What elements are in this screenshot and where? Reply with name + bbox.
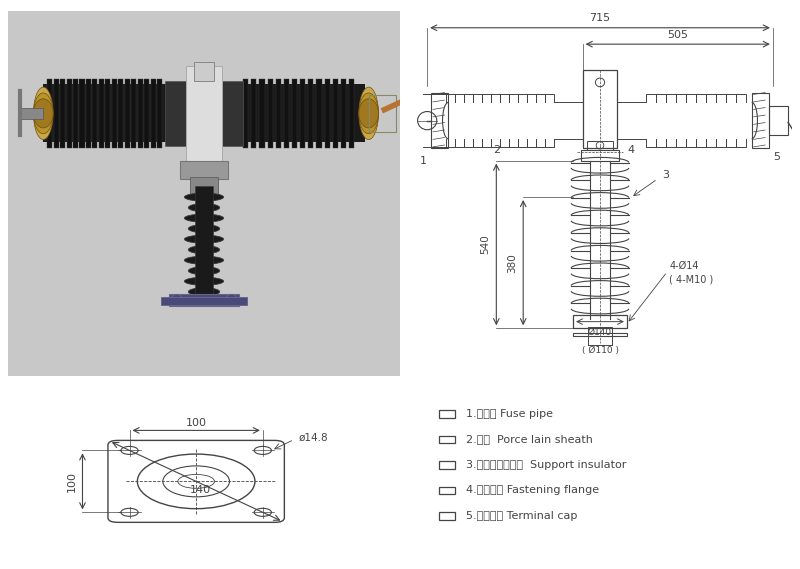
- Ellipse shape: [359, 99, 378, 128]
- Bar: [106, 79, 110, 148]
- Ellipse shape: [184, 214, 224, 222]
- Bar: [268, 79, 273, 148]
- Text: 5: 5: [773, 152, 780, 162]
- Bar: [752, 93, 769, 148]
- Ellipse shape: [184, 256, 224, 264]
- Bar: [573, 332, 627, 336]
- Text: 540: 540: [481, 234, 490, 254]
- Bar: [586, 141, 614, 150]
- Bar: [251, 79, 257, 148]
- Text: 100: 100: [66, 471, 77, 492]
- Text: 1.燕体管 Fuse pipe: 1.燕体管 Fuse pipe: [466, 409, 553, 419]
- Bar: [157, 79, 162, 148]
- Bar: [308, 79, 314, 148]
- Bar: [284, 79, 289, 148]
- Bar: [125, 79, 130, 148]
- Bar: [317, 79, 322, 148]
- Ellipse shape: [359, 93, 378, 134]
- Text: 3.棒式支柱绸缘子  Support insulator: 3.棒式支柱绸缘子 Support insulator: [466, 460, 626, 470]
- Ellipse shape: [188, 246, 220, 254]
- Bar: [131, 79, 136, 148]
- Bar: [43, 84, 365, 142]
- Ellipse shape: [184, 193, 224, 201]
- Text: ø14.8: ø14.8: [298, 432, 328, 443]
- Bar: [181, 160, 227, 179]
- Bar: [118, 79, 123, 148]
- Ellipse shape: [184, 277, 224, 285]
- Bar: [276, 79, 281, 148]
- Ellipse shape: [34, 93, 53, 134]
- Ellipse shape: [184, 235, 224, 243]
- Bar: [66, 79, 72, 148]
- Text: 715: 715: [590, 14, 610, 23]
- Bar: [194, 63, 214, 81]
- Text: 100: 100: [186, 418, 206, 428]
- Text: 3: 3: [662, 170, 669, 180]
- Bar: [259, 79, 265, 148]
- Bar: [438, 461, 455, 469]
- Bar: [165, 81, 243, 146]
- Text: 4.紧固法兰 Fastening flange: 4.紧固法兰 Fastening flange: [466, 485, 598, 496]
- Bar: [20, 108, 43, 119]
- Bar: [573, 315, 627, 328]
- Bar: [60, 79, 66, 148]
- Bar: [161, 297, 247, 304]
- Text: 4-Ø14: 4-Ø14: [669, 261, 698, 271]
- Ellipse shape: [188, 288, 220, 296]
- Circle shape: [170, 294, 182, 305]
- Bar: [150, 79, 155, 148]
- Bar: [112, 79, 117, 148]
- Bar: [369, 95, 396, 131]
- Ellipse shape: [188, 204, 220, 212]
- Ellipse shape: [359, 87, 378, 139]
- Text: 140: 140: [190, 485, 210, 496]
- Bar: [99, 79, 104, 148]
- Bar: [300, 79, 306, 148]
- Text: Ø140: Ø140: [588, 328, 612, 336]
- Bar: [438, 512, 455, 520]
- Ellipse shape: [188, 267, 220, 275]
- Bar: [190, 177, 218, 197]
- Text: ( Ø110 ): ( Ø110 ): [582, 347, 618, 356]
- Text: 5.接线端帽 Terminal cap: 5.接线端帽 Terminal cap: [466, 511, 577, 521]
- Bar: [292, 79, 297, 148]
- Bar: [438, 486, 455, 494]
- Bar: [138, 79, 142, 148]
- Text: 2: 2: [493, 145, 500, 155]
- Bar: [438, 410, 455, 418]
- Bar: [333, 79, 338, 148]
- Bar: [169, 294, 239, 306]
- Circle shape: [226, 294, 238, 305]
- Bar: [243, 79, 248, 148]
- Bar: [86, 79, 91, 148]
- Text: ( 4-M10 ): ( 4-M10 ): [669, 274, 714, 284]
- Bar: [47, 79, 52, 148]
- Bar: [769, 106, 788, 135]
- Ellipse shape: [34, 99, 53, 128]
- Ellipse shape: [34, 87, 53, 139]
- Bar: [438, 436, 455, 443]
- Bar: [581, 150, 619, 160]
- Text: 2.瓷套  Porce lain sheath: 2.瓷套 Porce lain sheath: [466, 435, 593, 444]
- Bar: [431, 93, 448, 148]
- Bar: [588, 328, 612, 336]
- Bar: [92, 79, 98, 148]
- Bar: [79, 79, 85, 148]
- Bar: [73, 79, 78, 148]
- Bar: [325, 79, 330, 148]
- Bar: [144, 79, 149, 148]
- Text: 1: 1: [420, 156, 427, 166]
- Bar: [582, 69, 618, 148]
- Ellipse shape: [188, 225, 220, 233]
- Text: 505: 505: [667, 30, 688, 40]
- Bar: [186, 66, 222, 160]
- Bar: [349, 79, 354, 148]
- Bar: [341, 79, 346, 148]
- Text: 4: 4: [627, 145, 634, 155]
- Bar: [54, 79, 58, 148]
- Text: 380: 380: [507, 253, 518, 273]
- Bar: [195, 186, 213, 295]
